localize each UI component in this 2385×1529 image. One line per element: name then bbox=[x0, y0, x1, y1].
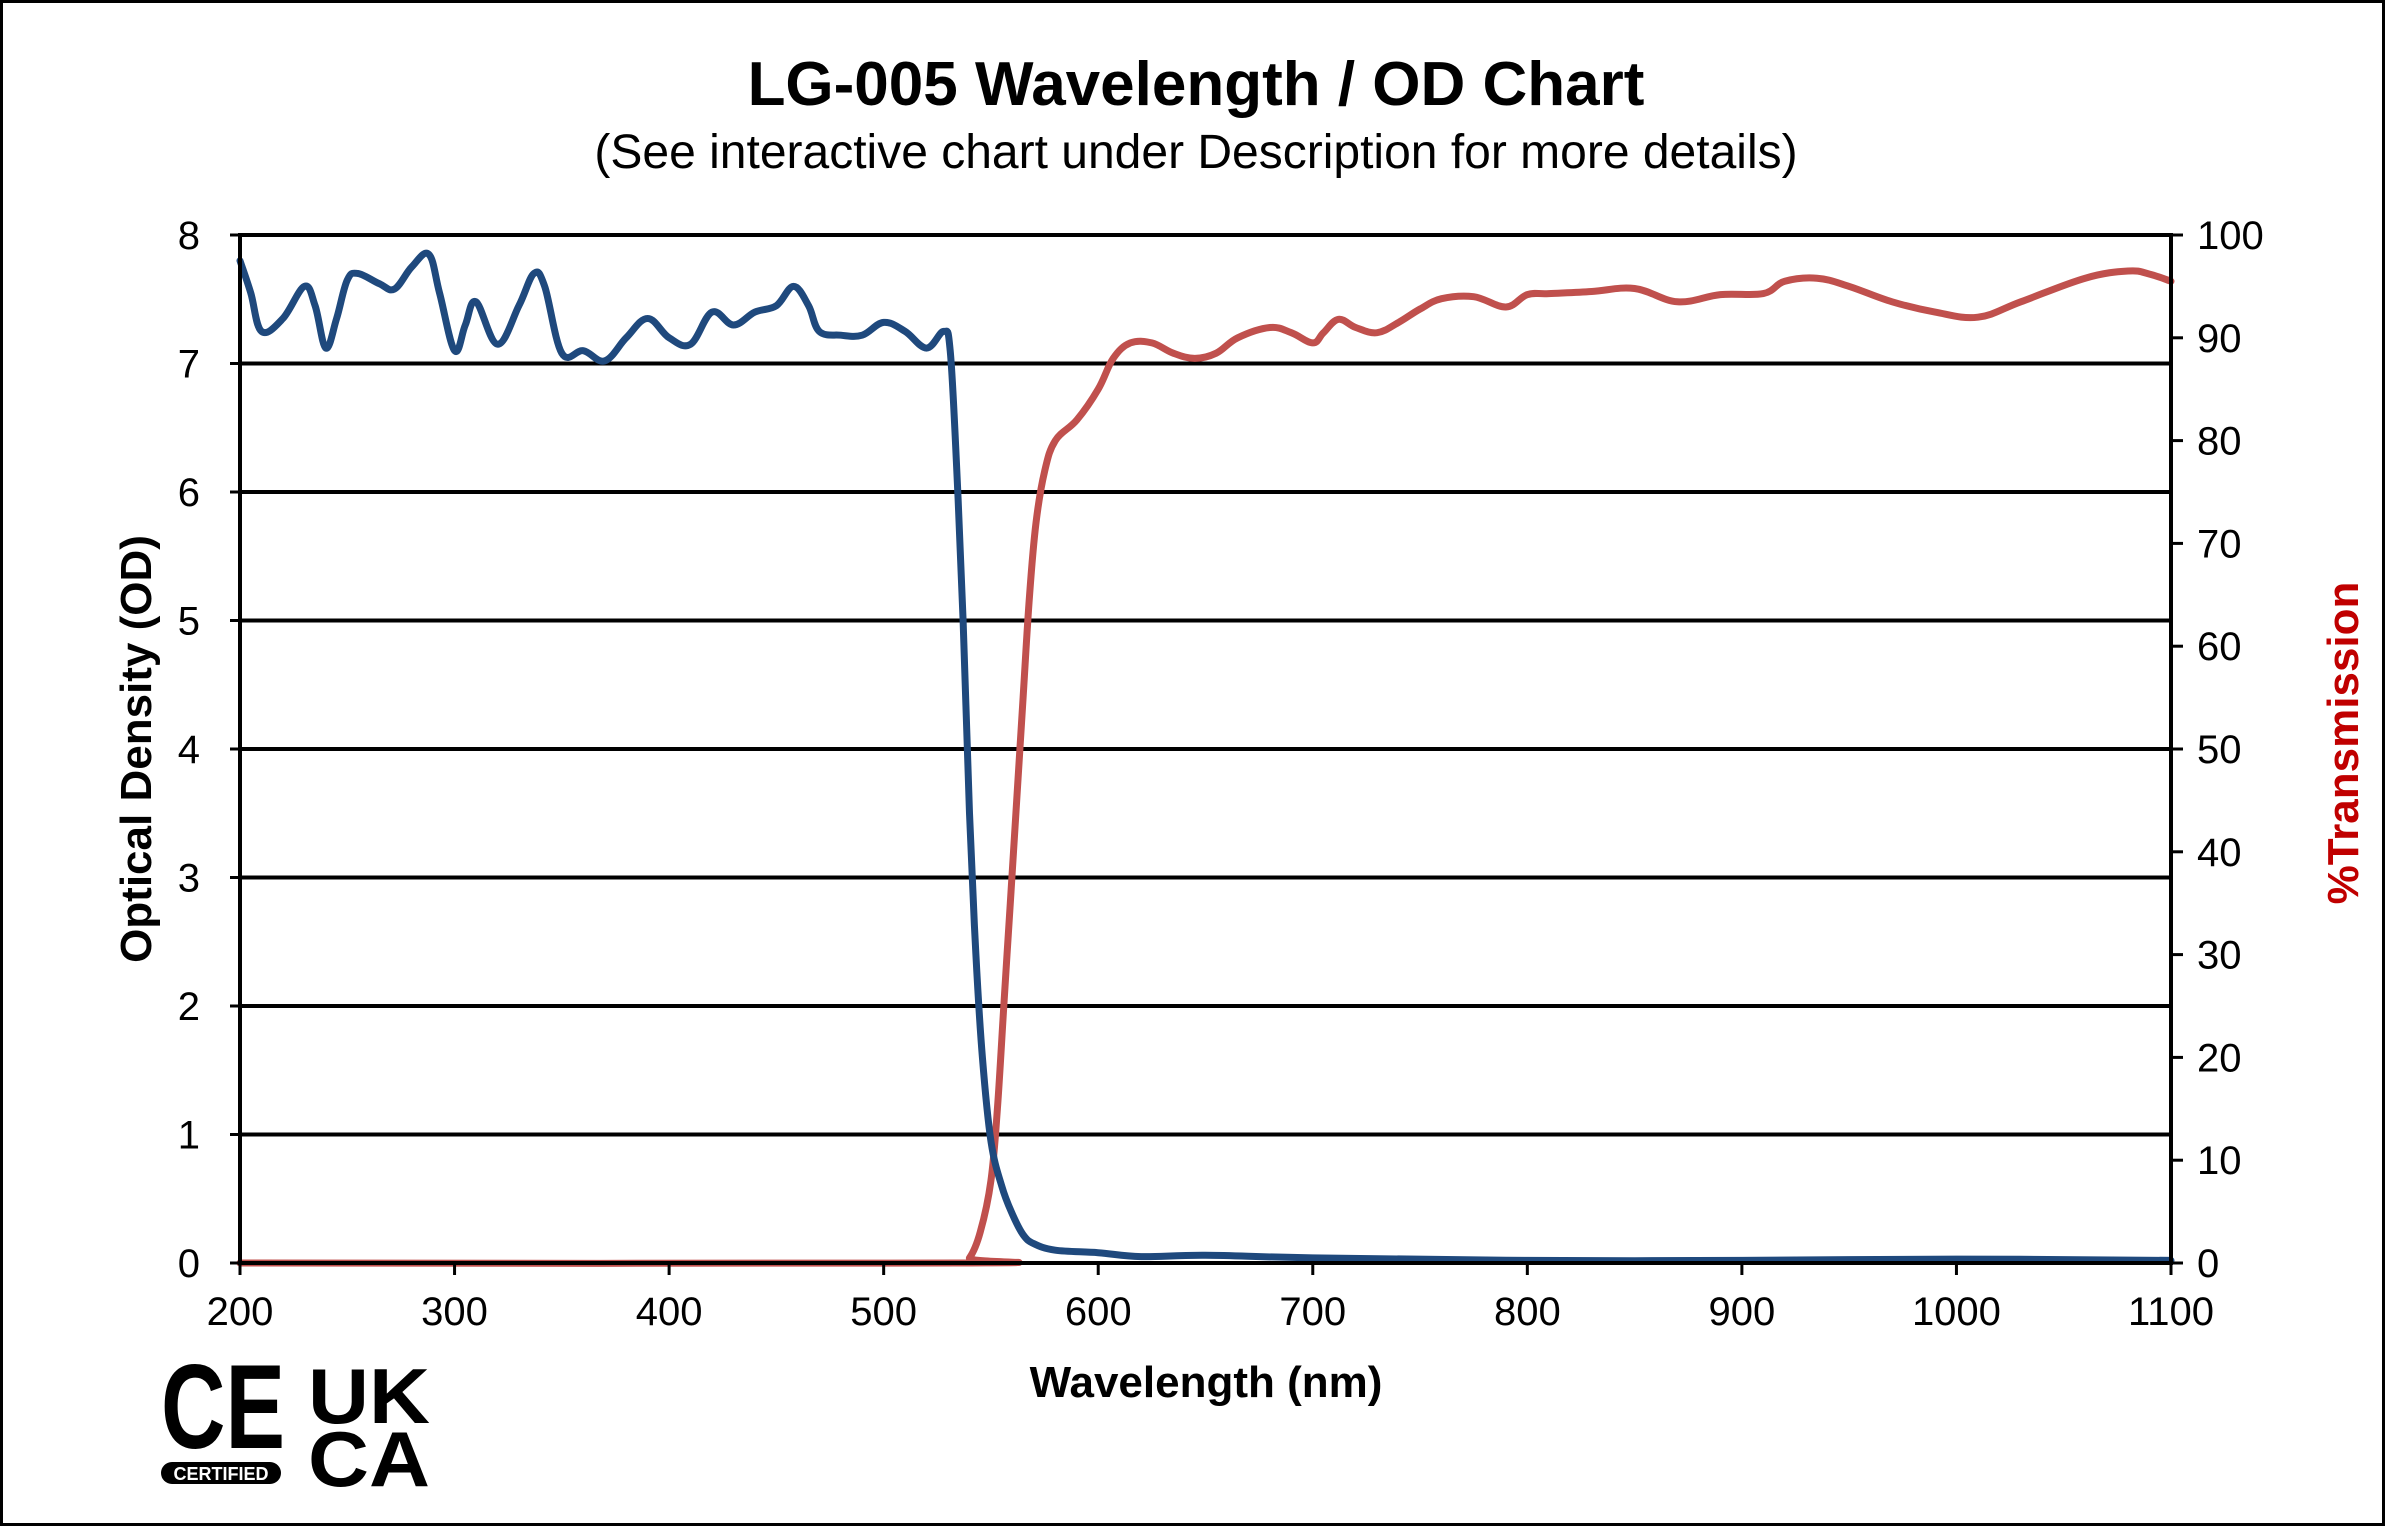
y-tick-label: 7 bbox=[178, 343, 200, 387]
y2-tick-label: 60 bbox=[2197, 625, 2242, 669]
ce-mark: CE bbox=[161, 1340, 285, 1474]
ce-certified-logo: CE CERTIFIED bbox=[161, 1340, 285, 1484]
optical-density-series-line bbox=[236, 249, 2175, 1265]
y2-axis-title: %Transmission bbox=[2319, 582, 2368, 905]
x-tick-label: 1100 bbox=[2128, 1290, 2214, 1334]
x-tick-label: 900 bbox=[1709, 1290, 1776, 1334]
chart-figure: LG-005 Wavelength / OD Chart (See intera… bbox=[112, 50, 2368, 1503]
ukca-logo: UK CA bbox=[308, 1352, 430, 1503]
transmission-series-line bbox=[236, 267, 2175, 1267]
y2-tick-label: 80 bbox=[2197, 420, 2242, 464]
chart-title: LG-005 Wavelength / OD Chart bbox=[748, 50, 1645, 119]
y-tick-label: 3 bbox=[178, 857, 200, 901]
y2-tick-label: 70 bbox=[2197, 522, 2242, 566]
y2-tick-label: 0 bbox=[2197, 1242, 2219, 1286]
y-tick-label: 0 bbox=[178, 1242, 200, 1286]
x-tick-label: 500 bbox=[850, 1290, 917, 1334]
y-tick-label: 6 bbox=[178, 471, 200, 515]
y2-tick-label: 20 bbox=[2197, 1036, 2242, 1080]
y2-tick-label: 40 bbox=[2197, 831, 2242, 875]
ce-certified-badge bbox=[161, 1462, 281, 1484]
x-tick-label: 300 bbox=[421, 1290, 488, 1334]
y-tick-label: 8 bbox=[178, 214, 200, 258]
ukca-line-1: UK bbox=[308, 1352, 430, 1440]
x-tick-label: 800 bbox=[1494, 1290, 1561, 1334]
x-tick-label: 400 bbox=[636, 1290, 703, 1334]
x-tick-label: 600 bbox=[1065, 1290, 1132, 1334]
x-axis-title: Wavelength (nm) bbox=[1030, 1358, 1383, 1407]
y-tick-label: 5 bbox=[178, 600, 200, 644]
x-tick-label: 1000 bbox=[1912, 1290, 2001, 1334]
y2-tick-label: 50 bbox=[2197, 728, 2242, 772]
ukca-line-2: CA bbox=[308, 1415, 430, 1503]
chart-subtitle: (See interactive chart under Description… bbox=[594, 126, 1797, 179]
y-tick-label: 1 bbox=[178, 1114, 200, 1158]
grid-layer bbox=[240, 361, 2171, 1137]
y2-tick-label: 90 bbox=[2197, 317, 2242, 361]
x-tick-label: 700 bbox=[1279, 1290, 1346, 1334]
y2-tick-label: 100 bbox=[2197, 214, 2264, 258]
x-tick-label: 200 bbox=[207, 1290, 274, 1334]
series-layer bbox=[236, 249, 2175, 1267]
y2-tick-label: 10 bbox=[2197, 1139, 2242, 1183]
y-tick-label: 4 bbox=[178, 728, 200, 772]
y-tick-label: 2 bbox=[178, 985, 200, 1029]
ce-certified-text: CERTIFIED bbox=[173, 1464, 268, 1484]
y-axis-title: Optical Density (OD) bbox=[112, 535, 161, 963]
y2-tick-label: 30 bbox=[2197, 934, 2242, 978]
